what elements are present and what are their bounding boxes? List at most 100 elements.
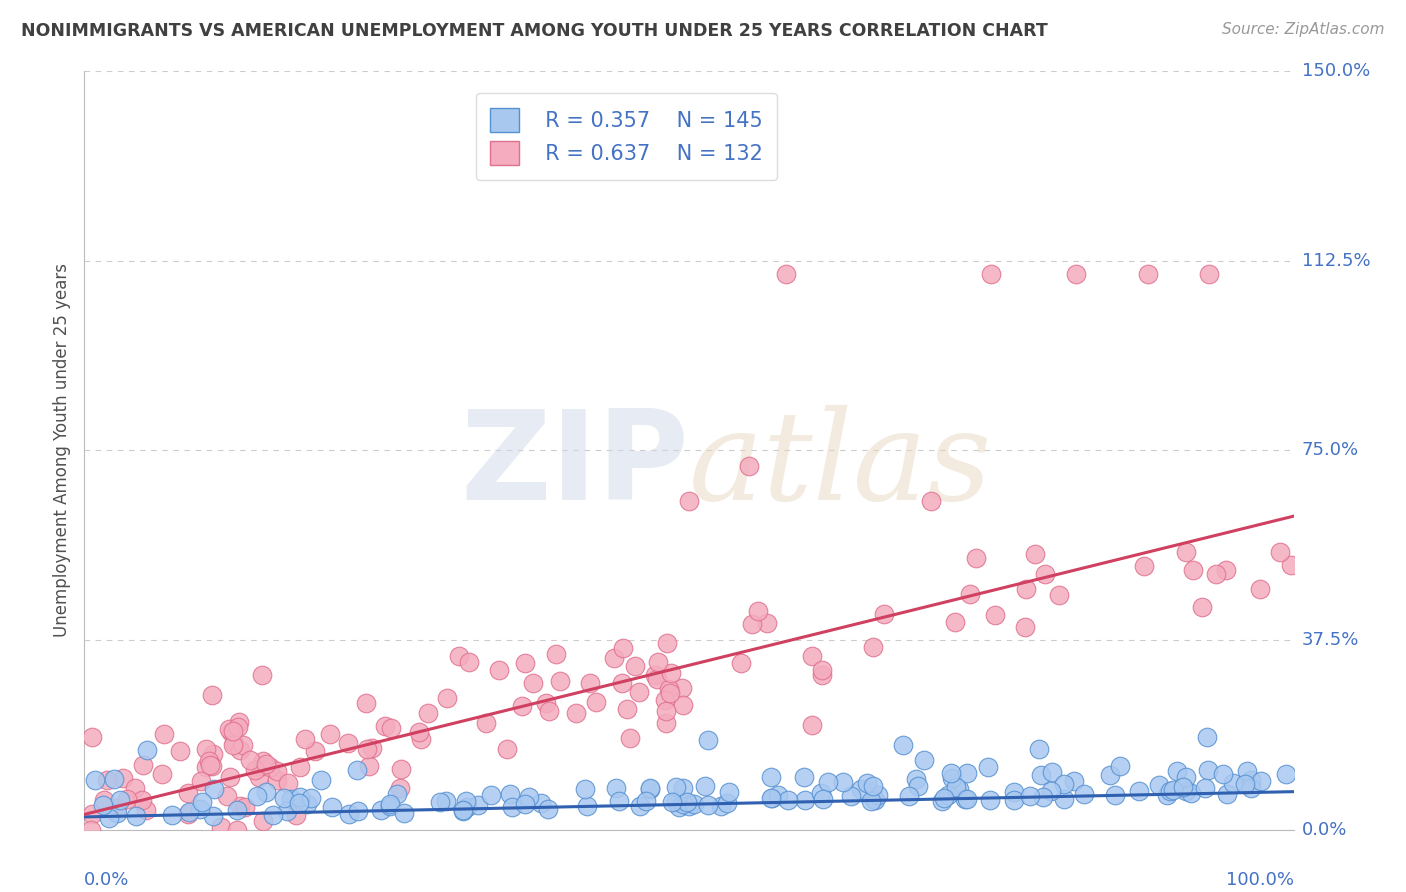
Point — [941, 766, 963, 780]
Point — [252, 755, 274, 769]
Point — [254, 757, 277, 772]
Point — [730, 656, 752, 670]
Point — [1216, 787, 1239, 801]
Point — [488, 663, 510, 677]
Point — [1018, 789, 1040, 804]
Point — [356, 696, 378, 710]
Point — [110, 793, 132, 807]
Point — [105, 806, 128, 821]
Point — [537, 705, 560, 719]
Point — [1133, 559, 1156, 574]
Point — [863, 793, 886, 807]
Point — [517, 789, 540, 804]
Point — [941, 771, 963, 785]
Point — [794, 792, 817, 806]
Point — [458, 655, 481, 669]
Point — [125, 808, 148, 822]
Point — [756, 615, 779, 630]
Point — [980, 267, 1002, 281]
Point — [222, 738, 245, 752]
Point — [658, 682, 681, 697]
Point — [945, 615, 967, 629]
Point — [1156, 788, 1178, 802]
Legend:   R = 0.357    N = 145,   R = 0.637    N = 132: R = 0.357 N = 145, R = 0.637 N = 132 — [475, 93, 778, 180]
Text: 75.0%: 75.0% — [1302, 442, 1360, 459]
Point — [904, 772, 927, 786]
Point — [294, 732, 316, 747]
Point — [1159, 784, 1181, 798]
Point — [956, 792, 979, 806]
Point — [668, 800, 690, 814]
Point — [239, 753, 262, 767]
Point — [510, 699, 533, 714]
Point — [945, 780, 967, 795]
Point — [776, 793, 799, 807]
Point — [1002, 785, 1025, 799]
Point — [177, 805, 200, 819]
Point — [1137, 267, 1160, 281]
Point — [612, 676, 634, 690]
Point — [761, 790, 783, 805]
Point — [801, 648, 824, 663]
Point — [1240, 781, 1263, 796]
Point — [623, 659, 645, 673]
Point — [197, 754, 219, 768]
Point — [953, 791, 976, 805]
Point — [346, 763, 368, 777]
Point — [262, 808, 284, 822]
Point — [176, 806, 198, 821]
Point — [501, 800, 523, 814]
Point — [337, 806, 360, 821]
Point — [868, 788, 890, 802]
Point — [710, 799, 733, 814]
Point — [201, 747, 224, 762]
Point — [665, 794, 688, 808]
Point — [1195, 731, 1218, 745]
Point — [1063, 773, 1085, 788]
Point — [759, 791, 782, 805]
Point — [627, 685, 650, 699]
Point — [228, 720, 250, 734]
Point — [228, 715, 250, 730]
Point — [891, 738, 914, 752]
Point — [93, 793, 115, 807]
Point — [1099, 768, 1122, 782]
Point — [636, 794, 658, 808]
Point — [956, 765, 979, 780]
Point — [112, 771, 135, 785]
Point — [759, 770, 782, 784]
Point — [671, 681, 693, 695]
Point — [252, 814, 274, 828]
Point — [190, 774, 212, 789]
Point — [738, 458, 761, 473]
Point — [177, 786, 200, 800]
Point — [259, 760, 281, 774]
Point — [574, 781, 596, 796]
Point — [1161, 783, 1184, 797]
Point — [200, 757, 222, 772]
Point — [202, 809, 225, 823]
Point — [135, 804, 157, 818]
Point — [862, 640, 884, 654]
Point — [201, 688, 224, 702]
Point — [295, 797, 318, 811]
Point — [276, 805, 298, 819]
Point — [1024, 547, 1046, 561]
Point — [810, 786, 832, 800]
Point — [246, 789, 269, 803]
Point — [659, 666, 682, 681]
Point — [245, 763, 267, 777]
Point — [647, 655, 669, 669]
Text: 0.0%: 0.0% — [1302, 821, 1347, 838]
Point — [672, 797, 695, 811]
Point — [1198, 267, 1220, 281]
Point — [585, 695, 607, 709]
Point — [319, 727, 342, 741]
Text: ZIP: ZIP — [460, 405, 689, 526]
Text: 150.0%: 150.0% — [1302, 62, 1369, 80]
Text: atlas: atlas — [689, 405, 993, 526]
Point — [1173, 780, 1195, 794]
Point — [654, 692, 676, 706]
Point — [359, 759, 381, 773]
Point — [1040, 784, 1063, 798]
